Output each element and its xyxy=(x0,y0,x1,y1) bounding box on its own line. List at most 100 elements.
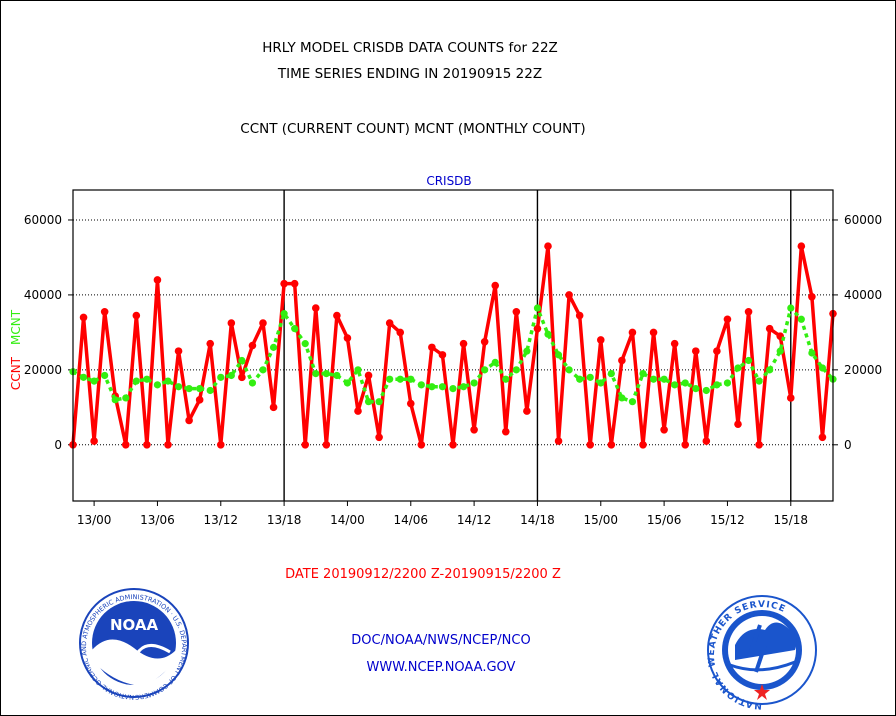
point-ccnt-50 xyxy=(596,336,605,344)
point-ccnt-15 xyxy=(227,319,236,327)
series-mcnt xyxy=(69,304,837,406)
point-ccnt-69 xyxy=(797,242,806,251)
point-ccnt-27 xyxy=(354,407,362,415)
point-mcnt-66 xyxy=(766,366,774,374)
point-mcnt-22 xyxy=(301,340,309,348)
point-mcnt-38 xyxy=(470,379,478,387)
point-mcnt-26 xyxy=(343,379,352,387)
point-mcnt-17 xyxy=(248,379,257,387)
point-ccnt-47 xyxy=(565,291,573,299)
point-mcnt-20 xyxy=(280,310,288,318)
y-tick-left-2: 40000 xyxy=(24,288,62,302)
point-mcnt-71 xyxy=(818,364,827,372)
point-mcnt-67 xyxy=(776,347,784,355)
x-tick-label-3: 13/18 xyxy=(267,513,302,527)
point-ccnt-31 xyxy=(396,328,405,337)
point-ccnt-71 xyxy=(818,433,827,442)
x-tick-label-9: 15/06 xyxy=(647,513,682,527)
point-ccnt-42 xyxy=(512,307,521,316)
point-ccnt-64 xyxy=(744,307,753,316)
point-ccnt-46 xyxy=(554,437,563,445)
point-mcnt-18 xyxy=(259,366,267,374)
y-tick-left-0: 0 xyxy=(54,438,62,452)
point-mcnt-61 xyxy=(713,381,721,389)
point-ccnt-60 xyxy=(702,437,711,445)
title-line-1: HRLY MODEL CRISDB DATA COUNTS for 22Z xyxy=(262,40,558,56)
point-ccnt-10 xyxy=(174,347,183,355)
point-mcnt-2 xyxy=(90,377,98,385)
point-mcnt-9 xyxy=(164,377,172,385)
date-range-label: DATE 20190912/2200 Z-20190915/2200 Z xyxy=(285,567,561,582)
point-ccnt-44 xyxy=(533,324,542,333)
point-mcnt-34 xyxy=(428,383,436,391)
point-ccnt-62 xyxy=(723,315,732,324)
x-tick-label-4: 14/00 xyxy=(330,513,365,527)
point-ccnt-1 xyxy=(79,313,88,322)
point-mcnt-56 xyxy=(660,375,668,383)
point-mcnt-10 xyxy=(174,383,183,391)
point-mcnt-19 xyxy=(269,343,278,351)
point-mcnt-14 xyxy=(217,373,225,381)
point-mcnt-31 xyxy=(396,375,404,383)
y-tick-left-3: 60000 xyxy=(24,213,62,227)
point-mcnt-47 xyxy=(565,366,573,374)
point-ccnt-2 xyxy=(90,437,98,445)
point-mcnt-25 xyxy=(333,371,341,380)
plot-border xyxy=(72,189,834,502)
point-ccnt-70 xyxy=(808,292,816,301)
point-ccnt-3 xyxy=(100,307,109,316)
point-mcnt-32 xyxy=(407,375,415,383)
point-ccnt-43 xyxy=(523,407,531,415)
series-line-ccnt xyxy=(71,244,835,447)
x-tick-label-8: 15/00 xyxy=(583,513,618,527)
point-ccnt-28 xyxy=(364,371,373,380)
y-tick-right-2: 40000 xyxy=(844,288,882,302)
y-tick-right-1: 20000 xyxy=(844,363,882,377)
x-tick-label-10: 15/12 xyxy=(710,513,745,527)
point-mcnt-6 xyxy=(132,377,140,385)
point-ccnt-20 xyxy=(280,279,288,288)
point-ccnt-18 xyxy=(259,319,267,327)
x-tick-label-1: 13/06 xyxy=(140,513,175,527)
point-ccnt-8 xyxy=(153,276,162,284)
point-mcnt-55 xyxy=(649,375,658,383)
point-mcnt-50 xyxy=(597,379,605,387)
point-ccnt-41 xyxy=(501,427,510,436)
point-ccnt-40 xyxy=(491,281,500,290)
point-mcnt-39 xyxy=(481,366,489,374)
point-mcnt-7 xyxy=(143,375,151,383)
point-ccnt-55 xyxy=(649,328,658,337)
point-mcnt-52 xyxy=(618,394,626,402)
website-link[interactable]: WWW.NCEP.NOAA.GOV xyxy=(367,660,516,675)
point-ccnt-19 xyxy=(269,403,278,412)
point-mcnt-43 xyxy=(523,347,531,355)
point-ccnt-17 xyxy=(248,341,257,350)
point-ccnt-16 xyxy=(238,373,246,382)
point-ccnt-26 xyxy=(343,334,352,342)
point-ccnt-29 xyxy=(375,433,383,442)
point-mcnt-16 xyxy=(238,356,246,365)
point-ccnt-22 xyxy=(301,440,310,449)
point-mcnt-54 xyxy=(639,370,647,378)
point-mcnt-13 xyxy=(206,386,214,395)
point-ccnt-21 xyxy=(290,279,299,288)
point-mcnt-21 xyxy=(291,325,299,333)
point-mcnt-44 xyxy=(533,304,542,312)
point-mcnt-15 xyxy=(227,371,235,380)
point-mcnt-28 xyxy=(364,398,373,406)
point-ccnt-7 xyxy=(143,440,151,449)
point-ccnt-49 xyxy=(586,440,595,449)
y-tick-right-0: 0 xyxy=(844,438,852,452)
y-tick-right-3: 60000 xyxy=(844,213,882,227)
point-ccnt-51 xyxy=(607,440,616,449)
point-mcnt-8 xyxy=(153,381,162,389)
point-mcnt-40 xyxy=(491,358,499,366)
point-mcnt-42 xyxy=(512,366,520,374)
point-ccnt-45 xyxy=(544,242,552,251)
point-ccnt-14 xyxy=(216,440,225,449)
point-mcnt-59 xyxy=(692,384,700,393)
title-line-3: CCNT (CURRENT COUNT) MCNT (MONTHLY COUNT… xyxy=(240,121,585,137)
point-ccnt-38 xyxy=(470,426,478,434)
point-ccnt-13 xyxy=(206,339,215,348)
point-mcnt-3 xyxy=(101,371,109,380)
